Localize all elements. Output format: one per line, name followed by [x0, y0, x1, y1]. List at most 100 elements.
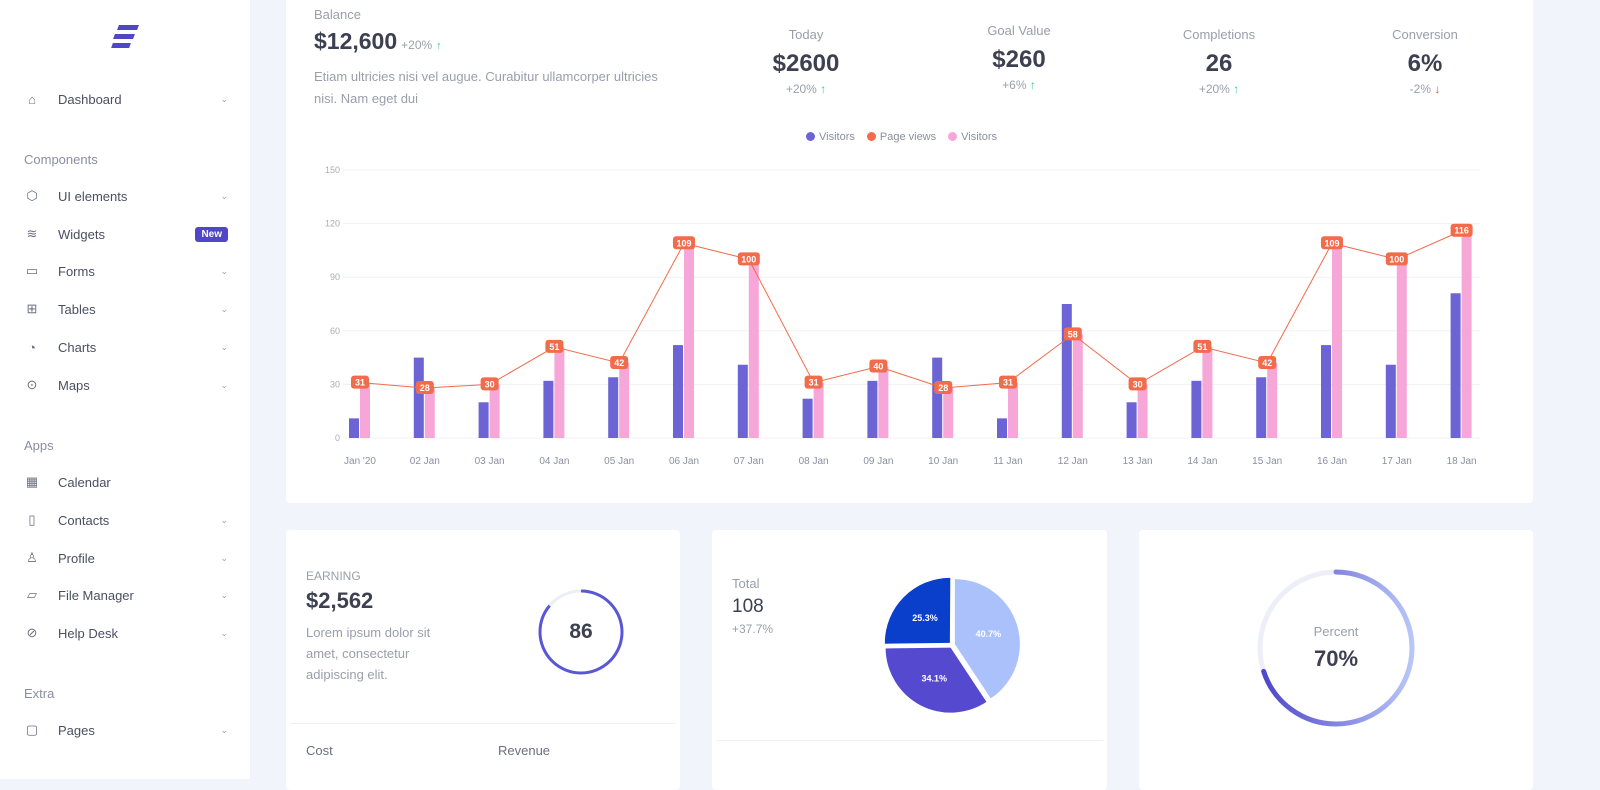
earning-description: Lorem ipsum dolor sit amet, consectetur …	[306, 625, 431, 682]
bar-visitors[interactable]	[349, 418, 359, 438]
percent-ring	[1257, 569, 1415, 727]
sidebar-item-contacts[interactable]: ▯ Contacts ⌄	[24, 508, 228, 532]
bar-visitors[interactable]	[1321, 345, 1331, 438]
total-label: Total	[732, 576, 760, 591]
bar-visitors-2[interactable]	[1267, 362, 1278, 438]
data-label-bg	[934, 380, 953, 394]
revenue-label: Revenue	[498, 743, 551, 758]
sidebar-item-help-desk[interactable]: ⊘ Help Desk ⌄	[24, 621, 228, 645]
bar-visitors-2[interactable]	[554, 346, 565, 438]
sidebar-item-profile[interactable]: ♙ Profile ⌄	[24, 546, 228, 570]
data-label: 31	[355, 378, 365, 388]
sidebar-item-label: Dashboard	[58, 91, 122, 107]
legend-item[interactable]: Page views	[866, 131, 937, 143]
sidebar-item-ui-elements[interactable]: ⬡ UI elements ⌄	[24, 184, 228, 208]
x-tick-label: 16 Jan	[1317, 456, 1347, 467]
arrow-up-icon: ↑	[1233, 82, 1240, 96]
sidebar-item-tables[interactable]: ⊞ Tables ⌄	[24, 297, 228, 321]
stat-change: +20%	[785, 82, 817, 96]
sidebar-item-label: Profile	[58, 550, 95, 566]
bar-visitors-2[interactable]	[1202, 346, 1213, 438]
bar-visitors[interactable]	[1061, 304, 1072, 438]
bar-visitors[interactable]	[1256, 377, 1267, 438]
bar-visitors[interactable]	[478, 402, 489, 438]
bar-visitors-2[interactable]	[1072, 334, 1083, 438]
x-tick-label: 12 Jan	[1058, 456, 1088, 467]
bar-visitors[interactable]	[1450, 293, 1461, 438]
sidebar-item-file-manager[interactable]: ▱ File Manager ⌄	[24, 583, 228, 607]
sidebar-item-calendar[interactable]: ▦ Calendar	[24, 470, 228, 494]
divider	[716, 740, 1103, 741]
x-tick-label: 05 Jan	[604, 456, 634, 467]
bar-visitors[interactable]	[413, 357, 424, 438]
y-tick-label: 60	[330, 326, 340, 336]
sidebar-section-label: Apps	[24, 438, 54, 453]
sidebar-item-pages[interactable]: ▢ Pages ⌄	[24, 718, 228, 742]
bar-visitors-2[interactable]	[943, 387, 954, 438]
legend-item[interactable]: Visitors	[948, 131, 997, 143]
bar-visitors-2[interactable]	[878, 366, 889, 438]
total-change: +37.7%	[732, 622, 774, 636]
bar-visitors[interactable]	[1126, 402, 1137, 438]
bar-visitors-2[interactable]	[489, 384, 500, 438]
bar-visitors-2[interactable]	[1461, 230, 1472, 438]
bar-visitors-2[interactable]	[813, 382, 824, 438]
data-label: 100	[741, 254, 756, 264]
compass-icon: ⊘	[26, 625, 38, 640]
data-label-bg	[545, 339, 564, 353]
data-label-bg	[804, 375, 823, 389]
data-label: 100	[1389, 254, 1404, 264]
total-value: 108	[732, 596, 764, 617]
bar-visitors[interactable]	[1191, 380, 1202, 438]
stat-completions: Completions 26 +20% ↑	[1139, 27, 1299, 96]
bar-visitors[interactable]	[997, 418, 1007, 438]
stat-label: Today	[788, 27, 824, 42]
stat-label: Conversion	[1392, 27, 1458, 42]
pie-slice[interactable]	[885, 647, 987, 713]
bar-visitors-2[interactable]	[684, 243, 694, 438]
sidebar-item-charts[interactable]: ◔ Charts ⌄	[24, 335, 228, 359]
sidebar-item-forms[interactable]: ▭ Forms ⌄	[24, 259, 228, 283]
bar-visitors-2[interactable]	[360, 382, 370, 438]
bar-visitors-2[interactable]	[748, 259, 759, 438]
data-label-bg	[1450, 223, 1473, 237]
bar-visitors-2[interactable]	[619, 362, 630, 438]
pie-slice[interactable]	[954, 579, 1020, 699]
bar-visitors[interactable]	[802, 398, 813, 438]
bar-visitors-2[interactable]	[424, 387, 435, 438]
bar-visitors[interactable]	[673, 345, 683, 438]
bar-visitors[interactable]	[867, 380, 878, 438]
bar-visitors[interactable]	[608, 377, 619, 438]
bar-visitors-2[interactable]	[1008, 382, 1018, 438]
x-tick-label: 13 Jan	[1123, 456, 1153, 467]
legend-dot	[866, 132, 876, 141]
sidebar-item-dashboard[interactable]: ⌂ Dashboard ⌄	[24, 87, 228, 111]
pie-slice[interactable]	[884, 577, 951, 644]
sidebar-item-widgets[interactable]: ≋ Widgets New	[24, 222, 228, 246]
legend-label: Visitors	[961, 131, 998, 143]
bar-visitors[interactable]	[1385, 364, 1396, 438]
bar-visitors[interactable]	[932, 357, 943, 438]
bar-visitors-2[interactable]	[1396, 259, 1407, 438]
book-icon: ▯	[28, 512, 36, 527]
legend-item[interactable]: Visitors	[806, 131, 855, 143]
user-icon: ♙	[26, 550, 38, 565]
logo[interactable]	[111, 25, 139, 49]
x-tick-label: 02 Jan	[410, 456, 440, 467]
legend-label: Page views	[879, 131, 937, 143]
chevron-down-icon: ⌄	[220, 379, 228, 390]
x-tick-label: 08 Jan	[799, 456, 829, 467]
bar-visitors[interactable]	[543, 380, 554, 438]
chevron-down-icon: ⌄	[220, 514, 228, 525]
earning-ring-value: 86	[569, 620, 593, 643]
overview-card: Balance $12,600 +20% ↑ Etiam ultricies n…	[286, 0, 1533, 503]
home-icon: ⌂	[28, 91, 36, 107]
chevron-down-icon: ⌄	[220, 303, 228, 314]
bar-visitors-2[interactable]	[1332, 243, 1342, 438]
sidebar-item-label: Calendar	[58, 474, 111, 490]
sidebar-item-maps[interactable]: ⊙ Maps ⌄	[24, 373, 228, 397]
bar-visitors[interactable]	[737, 364, 748, 438]
data-label: 40	[873, 362, 883, 372]
bar-visitors-2[interactable]	[1137, 384, 1148, 438]
data-label: 51	[549, 342, 559, 352]
